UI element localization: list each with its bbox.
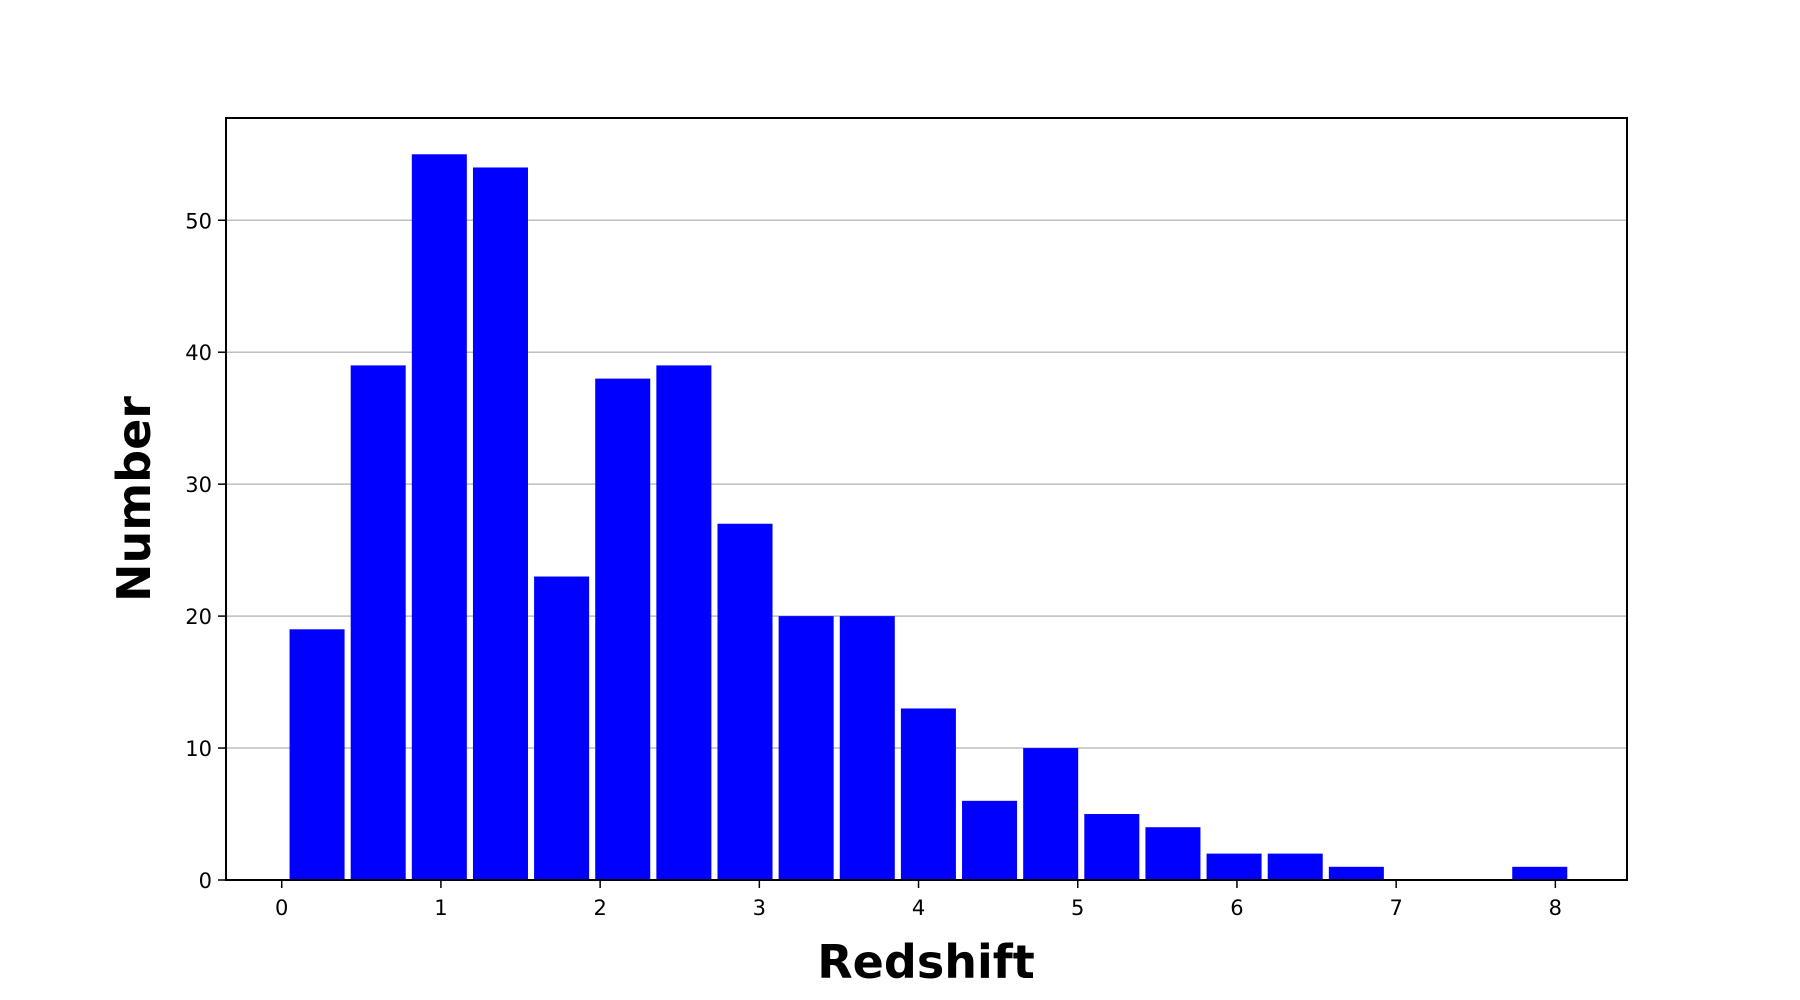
bar bbox=[411, 154, 467, 881]
y-tick-label: 0 bbox=[199, 869, 212, 893]
bar bbox=[962, 800, 1018, 880]
bar bbox=[534, 576, 590, 880]
y-tick-label: 40 bbox=[185, 341, 212, 365]
bar bbox=[1328, 866, 1384, 880]
bar bbox=[289, 629, 345, 880]
bar bbox=[472, 167, 528, 880]
bar bbox=[717, 523, 773, 880]
bar bbox=[778, 616, 834, 880]
bar bbox=[900, 708, 956, 880]
x-tick-label: 1 bbox=[434, 896, 447, 920]
bar bbox=[595, 378, 651, 880]
x-tick-label: 3 bbox=[753, 896, 766, 920]
plot-frame bbox=[225, 117, 1628, 881]
y-tick-label: 20 bbox=[185, 605, 212, 629]
x-tick-label: 6 bbox=[1230, 896, 1243, 920]
y-tick-label: 30 bbox=[185, 473, 212, 497]
x-tick-label: 7 bbox=[1389, 896, 1402, 920]
bar bbox=[1512, 866, 1568, 880]
y-tick-label: 50 bbox=[185, 209, 212, 233]
x-tick-label: 0 bbox=[275, 896, 288, 920]
bar bbox=[1084, 814, 1140, 880]
y-axis-title: Number bbox=[107, 396, 161, 602]
bar bbox=[1267, 853, 1323, 880]
x-tick-label: 2 bbox=[593, 896, 606, 920]
bar bbox=[839, 616, 895, 880]
x-axis-title: Redshift bbox=[817, 935, 1034, 989]
x-tick-label: 8 bbox=[1549, 896, 1562, 920]
bar bbox=[350, 365, 406, 880]
bar bbox=[1145, 827, 1201, 880]
bar bbox=[656, 365, 712, 880]
x-tick-label: 4 bbox=[912, 896, 925, 920]
x-tick-label: 5 bbox=[1071, 896, 1084, 920]
bar bbox=[1206, 853, 1262, 880]
bar bbox=[1023, 748, 1079, 880]
y-tick-label: 10 bbox=[185, 737, 212, 761]
